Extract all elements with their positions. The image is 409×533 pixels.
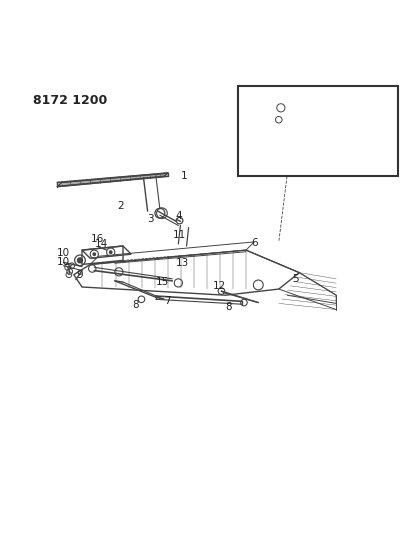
Text: 17: 17 [333, 120, 346, 130]
Text: 8172 1200: 8172 1200 [33, 94, 107, 107]
Text: 11: 11 [173, 230, 186, 239]
Text: 16: 16 [91, 233, 104, 244]
Text: 10: 10 [57, 257, 70, 268]
Circle shape [77, 258, 82, 263]
Text: 6: 6 [250, 238, 257, 248]
Text: 15: 15 [155, 277, 168, 287]
Text: 19: 19 [278, 123, 291, 133]
Polygon shape [299, 123, 344, 140]
Text: 10: 10 [57, 248, 70, 259]
Text: 5: 5 [291, 274, 298, 284]
Circle shape [93, 253, 95, 255]
Text: 12: 12 [212, 281, 225, 291]
Bar [237, 86, 397, 176]
Text: 8: 8 [225, 302, 231, 312]
Text: 1: 1 [181, 171, 187, 181]
Text: 14: 14 [95, 239, 108, 249]
Polygon shape [57, 173, 168, 187]
Circle shape [109, 251, 112, 253]
Text: 7: 7 [164, 296, 170, 306]
Text: 2: 2 [117, 201, 124, 211]
Polygon shape [274, 113, 290, 121]
Polygon shape [266, 99, 299, 115]
Text: 3: 3 [147, 214, 154, 224]
Text: 8: 8 [132, 301, 138, 310]
Text: 18: 18 [333, 110, 346, 120]
Text: 9: 9 [76, 270, 83, 280]
Text: 4: 4 [175, 212, 181, 222]
Text: 13: 13 [175, 258, 189, 268]
